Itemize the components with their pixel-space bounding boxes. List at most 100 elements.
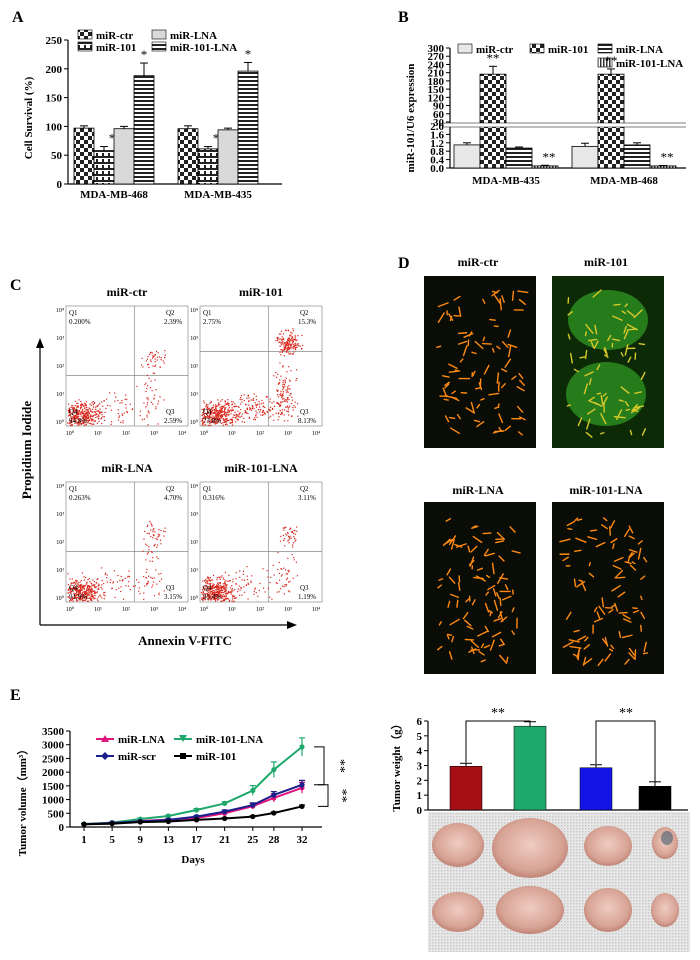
c-dot (72, 410, 74, 412)
b-x-tick-label: MDA-MB-435 (472, 175, 540, 187)
c-dot (88, 590, 90, 592)
a-sig-star: * (141, 47, 148, 62)
c-dot (214, 420, 216, 422)
c-dot (261, 399, 263, 402)
c-dot (86, 411, 88, 413)
c-dot (156, 359, 158, 361)
c-plot-title: miR-101 (239, 285, 283, 299)
c-dot (74, 586, 76, 588)
c-dot (224, 585, 227, 587)
c-dot (77, 421, 79, 424)
c-dot (253, 393, 255, 395)
c-dot (285, 329, 287, 332)
mitochondria-mark (612, 564, 622, 570)
mitochondria-mark (632, 409, 639, 412)
c-dot (284, 399, 286, 401)
c-dot (73, 416, 76, 418)
c-dot (289, 536, 291, 538)
c-dot (241, 398, 243, 401)
c-dot (228, 580, 230, 582)
c-dot (284, 380, 286, 382)
c-dot (220, 595, 222, 597)
c-dot (279, 351, 281, 353)
e-point (271, 767, 277, 773)
fluorescence-image (424, 502, 536, 674)
c-dot (280, 354, 282, 356)
c-dot (78, 418, 80, 420)
d-label-mir-lna: miR-LNA (452, 483, 504, 497)
c-dot (210, 589, 212, 591)
c-dot (121, 414, 124, 416)
c-dot (216, 587, 218, 589)
c-dot (210, 418, 212, 421)
c-dot (212, 415, 214, 417)
c-dot (212, 583, 214, 585)
c-dot (150, 380, 152, 382)
c-dot (282, 534, 284, 537)
c-dot (297, 343, 299, 345)
c-dot (255, 406, 258, 408)
c-dot (201, 408, 203, 411)
c-dot (210, 411, 213, 413)
mitochondria-mark (518, 298, 526, 306)
c-dot (141, 418, 143, 421)
mitochondria-mark (643, 556, 648, 563)
c-dot (145, 577, 147, 579)
c-dot (278, 591, 280, 593)
c-dot (80, 405, 82, 407)
mitochondria-mark (496, 345, 501, 350)
c-dot (292, 340, 294, 342)
c-dot (90, 589, 92, 592)
c-dot (91, 420, 93, 422)
mitochondria-mark (443, 398, 449, 401)
c-dot (290, 353, 292, 355)
c-dot (289, 527, 292, 530)
c-dot (208, 588, 210, 591)
c-dot (78, 584, 81, 586)
mitochondria-mark (603, 348, 608, 357)
c-dot (286, 398, 288, 400)
c-dot (92, 416, 94, 418)
c-dot (159, 366, 161, 368)
c-dot (143, 418, 145, 420)
mitochondria-mark (567, 333, 571, 340)
c-dot (68, 423, 70, 425)
c-dot (282, 341, 284, 343)
c-dot (83, 402, 85, 405)
c-q3-value: 2.59% (164, 417, 182, 425)
c-dot (286, 405, 289, 407)
c-dot (204, 580, 206, 582)
mitochondria-mark (437, 302, 449, 308)
c-dot (89, 593, 91, 595)
mitochondria-mark (629, 564, 637, 571)
c-dot (156, 583, 158, 585)
c-dot (83, 418, 85, 420)
c-dot (226, 403, 228, 405)
mitochondria-mark (559, 538, 571, 543)
c-dot (224, 571, 226, 574)
c-dot (291, 530, 293, 533)
c-dot (109, 405, 111, 407)
mitochondria-mark (459, 358, 464, 363)
c-dot (258, 589, 260, 592)
c-dot (93, 585, 96, 587)
c-dot (251, 409, 253, 411)
c-dot (234, 597, 236, 599)
mitochondria-mark (480, 643, 485, 649)
c-dot (215, 413, 217, 416)
c-dot (224, 419, 226, 421)
c-dot (224, 404, 226, 406)
c-dot (284, 385, 286, 387)
c-dot (285, 377, 287, 379)
c-dot (73, 420, 75, 422)
c-dot (79, 592, 81, 595)
c-dot (214, 418, 216, 421)
c-dot (70, 419, 72, 421)
c-dot (227, 419, 229, 422)
c-dot (262, 410, 264, 413)
c-dot (91, 597, 93, 600)
mitochondria-mark (609, 526, 611, 536)
c-dot (93, 598, 95, 600)
mitochondria-mark (567, 311, 573, 316)
c-dot (75, 411, 77, 414)
